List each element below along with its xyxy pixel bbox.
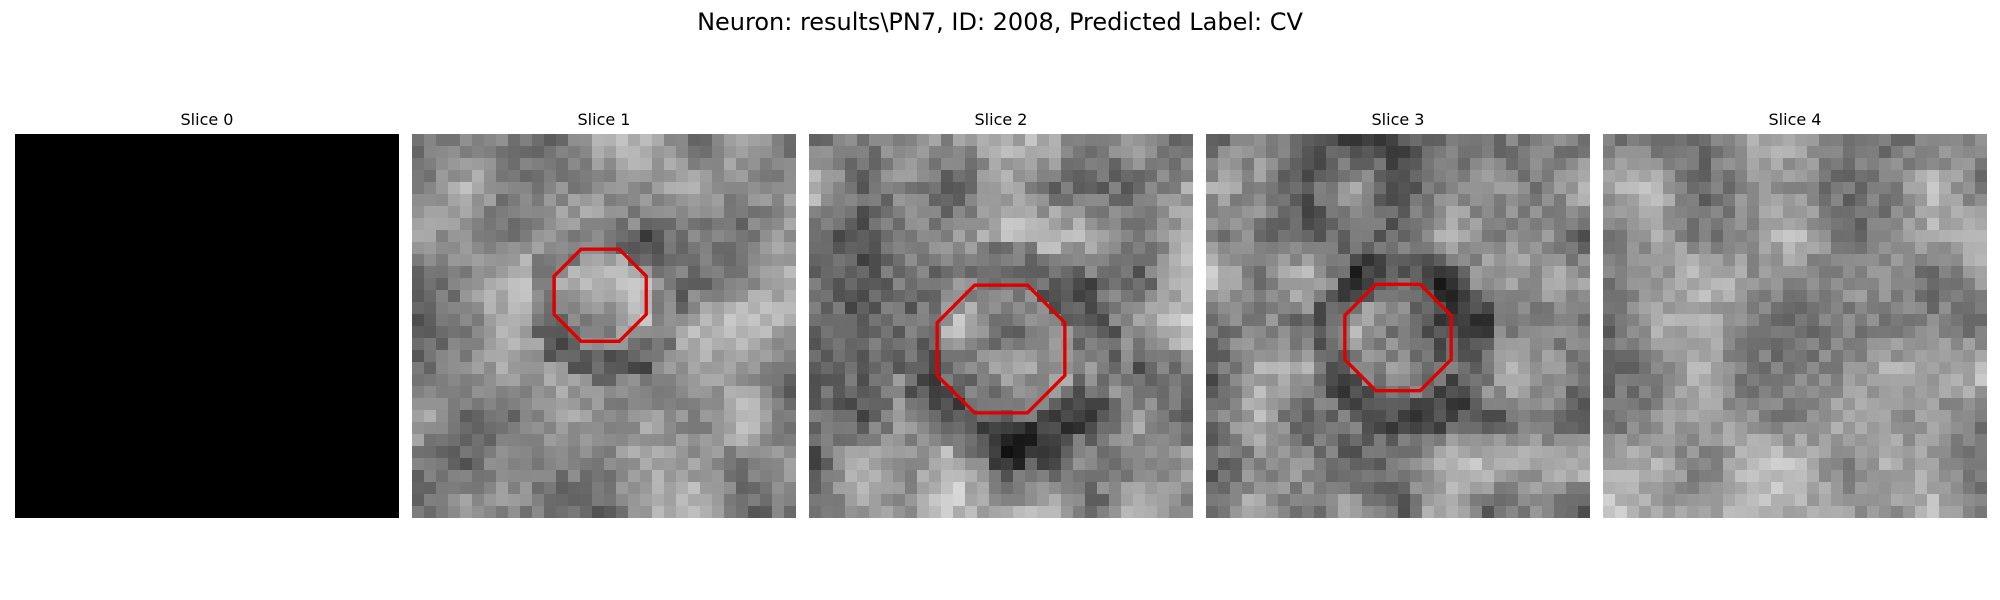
slice-0-image bbox=[15, 134, 399, 518]
figure-title: Neuron: results\PN7, ID: 2008, Predicted… bbox=[697, 8, 1303, 36]
slice-4-image bbox=[1603, 134, 1987, 518]
slice-4-title: Slice 4 bbox=[1768, 110, 1822, 129]
slice-0-title: Slice 0 bbox=[180, 110, 234, 129]
roi-outline bbox=[1343, 282, 1453, 393]
slice-2-image bbox=[809, 134, 1193, 518]
slice-2-title: Slice 2 bbox=[974, 110, 1028, 129]
roi-outline bbox=[552, 247, 648, 344]
slice-1-title: Slice 1 bbox=[577, 110, 631, 129]
slice-1-image bbox=[412, 134, 796, 518]
slice-3-title: Slice 3 bbox=[1371, 110, 1425, 129]
roi-outline bbox=[935, 283, 1067, 415]
slice-3-image bbox=[1206, 134, 1590, 518]
